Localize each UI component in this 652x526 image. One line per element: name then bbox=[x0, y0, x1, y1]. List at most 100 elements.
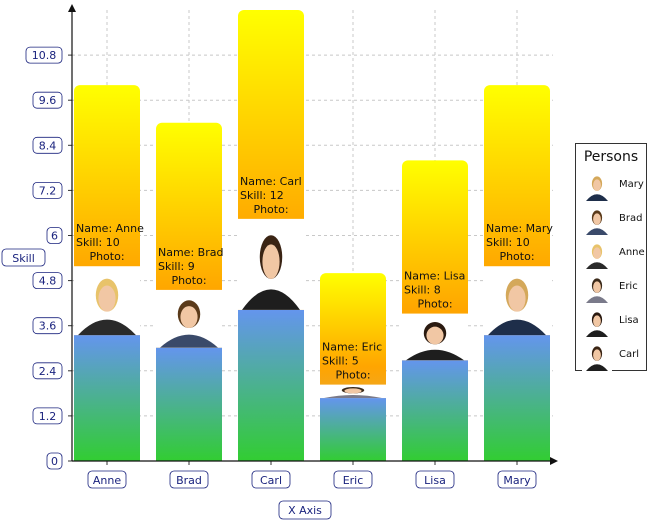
bar-name-label: Name: Carl bbox=[240, 175, 302, 188]
photo-body bbox=[586, 330, 608, 337]
photo-body bbox=[324, 395, 382, 399]
y-tick-box bbox=[32, 317, 63, 335]
legend-label: Eric bbox=[619, 281, 638, 292]
x-tick-box bbox=[415, 470, 455, 489]
legend-item-lisa: Lisa bbox=[582, 307, 644, 337]
axes bbox=[68, 4, 558, 465]
y-axis-arrow bbox=[68, 4, 76, 12]
y-tick-label: 8.4 bbox=[39, 139, 57, 152]
legend: Persons Mary Brad Anne Eric Lisa Carl bbox=[575, 143, 647, 371]
legend-item-brad: Brad bbox=[582, 205, 644, 235]
legend-label: Lisa bbox=[619, 315, 639, 326]
x-tick-label: Mary bbox=[503, 474, 531, 487]
y-tick-box bbox=[32, 362, 63, 380]
y-tick-label: 7.2 bbox=[39, 184, 57, 197]
y-tick-label: 0 bbox=[51, 455, 58, 468]
bar-bottom bbox=[320, 398, 386, 461]
x-axis-arrow bbox=[550, 457, 558, 465]
y-tick-box bbox=[46, 227, 63, 244]
photo-face bbox=[98, 285, 116, 312]
bar-bottom bbox=[238, 309, 304, 461]
photo-face bbox=[593, 179, 601, 191]
x-tick-label: Eric bbox=[343, 474, 364, 487]
bar-skill-label: Skill: 5 bbox=[322, 355, 359, 368]
legend-photo-icon bbox=[582, 171, 612, 201]
y-tick-box bbox=[32, 272, 63, 290]
legend-label: Carl bbox=[619, 349, 639, 360]
legend-item-mary: Mary bbox=[582, 171, 644, 201]
photo-body bbox=[586, 262, 608, 269]
y-tick-label: 2.4 bbox=[39, 365, 57, 378]
photo-body bbox=[78, 319, 136, 336]
x-tick-box bbox=[87, 470, 127, 489]
legend-photo-icon bbox=[582, 239, 612, 269]
y-tick-label: 4.8 bbox=[39, 275, 57, 288]
bar-skill-label: Skill: 10 bbox=[486, 236, 530, 249]
photo-body bbox=[160, 334, 218, 348]
photo-face bbox=[593, 281, 601, 293]
y-tick-box bbox=[32, 136, 63, 154]
photo-body bbox=[586, 228, 608, 235]
x-tick-box bbox=[169, 470, 209, 489]
bar-photo-label: Photo: bbox=[253, 203, 288, 216]
axis-labels: 0 1.2 2.4 3.6 4.8 6 7.2 8.4 9.6 10.8 Anne Brad Carl E… bbox=[1, 46, 537, 520]
photo-face bbox=[593, 247, 601, 259]
photo-face bbox=[508, 285, 526, 312]
bar-name-label: Name: Mary bbox=[486, 222, 553, 235]
y-tick-label: 1.2 bbox=[39, 410, 57, 423]
bar-bottom bbox=[156, 347, 222, 461]
photo-body bbox=[586, 296, 608, 303]
x-tick-label: Carl bbox=[260, 474, 282, 487]
x-tick-label: Brad bbox=[176, 474, 202, 487]
bar-photo-label: Photo: bbox=[417, 298, 452, 311]
bar-name-label: Name: Brad bbox=[158, 246, 223, 259]
bar-name-label: Name: Lisa bbox=[404, 270, 465, 283]
bar-photo-label: Photo: bbox=[89, 250, 124, 263]
x-axis-title: X Axis bbox=[288, 504, 322, 517]
legend-label: Anne bbox=[619, 247, 645, 258]
y-tick-box bbox=[32, 181, 63, 199]
legend-label: Mary bbox=[619, 179, 644, 190]
legend-label: Brad bbox=[619, 213, 643, 224]
photo-body bbox=[488, 319, 546, 336]
legend-item-anne: Anne bbox=[582, 239, 645, 269]
legend-item-eric: Eric bbox=[582, 273, 644, 303]
y-tick-box bbox=[32, 407, 63, 425]
bar-skill-label: Skill: 10 bbox=[76, 236, 120, 249]
y-tick-box bbox=[25, 46, 63, 64]
legend-item-carl: Carl bbox=[582, 341, 644, 371]
photo-face bbox=[593, 349, 601, 361]
photo-face bbox=[593, 213, 601, 225]
x-tick-label: Lisa bbox=[424, 474, 446, 487]
y-axis-title: Skill bbox=[12, 252, 35, 265]
legend-title: Persons bbox=[583, 149, 639, 165]
photo-face bbox=[344, 388, 362, 394]
legend-photo-icon bbox=[582, 273, 612, 303]
bar-photo-label: Photo: bbox=[335, 369, 370, 382]
legend-photo-icon bbox=[582, 307, 612, 337]
bar-bottom bbox=[484, 335, 550, 461]
x-tick-box bbox=[333, 470, 373, 489]
x-tick-box bbox=[497, 470, 537, 489]
photo-body bbox=[242, 289, 300, 310]
x-tick-box bbox=[251, 470, 291, 489]
bar-bottom bbox=[74, 335, 140, 461]
photo-body bbox=[406, 349, 464, 361]
grid-lines bbox=[72, 10, 553, 461]
bar-skill-label: Skill: 8 bbox=[404, 284, 441, 297]
y-tick-box bbox=[32, 91, 63, 109]
y-tick-label: 6 bbox=[51, 230, 58, 243]
y-tick-label: 3.6 bbox=[39, 320, 57, 333]
y-tick-label: 10.8 bbox=[32, 49, 57, 62]
x-axis-title-box bbox=[278, 500, 332, 520]
x-tick-label: Anne bbox=[93, 474, 121, 487]
photo-body bbox=[586, 194, 608, 201]
photo-face bbox=[180, 306, 198, 329]
